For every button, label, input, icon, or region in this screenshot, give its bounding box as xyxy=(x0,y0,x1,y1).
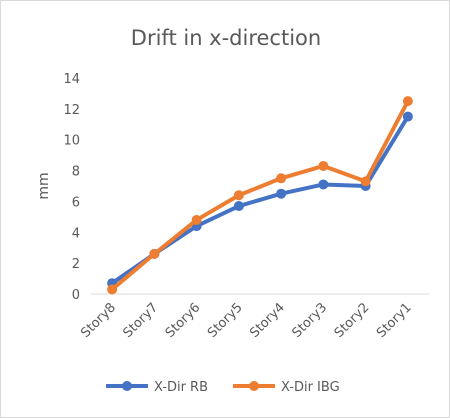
legend-label: X-Dir RB xyxy=(154,380,208,395)
legend-marker xyxy=(249,381,259,391)
y-axis-label: mm xyxy=(36,172,52,199)
x-axis-ticks: Story8 Story7 Story6 Story5 Story4 Story3 Stor… xyxy=(78,300,414,341)
y-tick-label: 2 xyxy=(72,257,80,272)
data-point xyxy=(402,96,413,107)
x-tick-label: Story2 xyxy=(332,300,373,341)
x-tick-label: Story4 xyxy=(247,300,288,341)
x-tick-label: Story8 xyxy=(78,300,119,341)
data-point xyxy=(318,179,329,190)
y-tick-label: 0 xyxy=(72,288,80,303)
data-point xyxy=(360,176,371,187)
x-tick-label: Story7 xyxy=(120,300,161,341)
chart-title: Drift in x-direction xyxy=(131,26,321,50)
legend-label: X-Dir IBG xyxy=(281,380,340,395)
data-point xyxy=(318,160,329,171)
data-point xyxy=(233,201,244,212)
series-group xyxy=(107,96,413,295)
data-point xyxy=(276,173,287,184)
data-point xyxy=(191,214,202,225)
y-tick-label: 6 xyxy=(72,195,80,210)
legend-marker xyxy=(122,381,132,391)
y-tick-label: 10 xyxy=(63,134,80,149)
x-tick-label: Story1 xyxy=(374,300,415,341)
y-axis-ticks: 0 2 4 6 8 10 12 14 xyxy=(63,72,80,303)
x-tick-label: Story5 xyxy=(205,300,246,341)
data-point xyxy=(276,188,287,199)
y-tick-label: 14 xyxy=(63,72,80,87)
data-point xyxy=(233,190,244,201)
x-tick-label: Story6 xyxy=(163,300,204,341)
data-point xyxy=(149,248,160,259)
y-tick-label: 8 xyxy=(72,165,80,180)
y-tick-label: 12 xyxy=(63,103,80,118)
legend: X-Dir RB X-Dir IBG xyxy=(106,380,340,395)
series-line xyxy=(110,99,410,292)
data-point xyxy=(402,111,413,122)
data-point xyxy=(107,284,118,295)
x-tick-label: Story3 xyxy=(289,300,330,341)
y-tick-label: 4 xyxy=(72,226,80,241)
